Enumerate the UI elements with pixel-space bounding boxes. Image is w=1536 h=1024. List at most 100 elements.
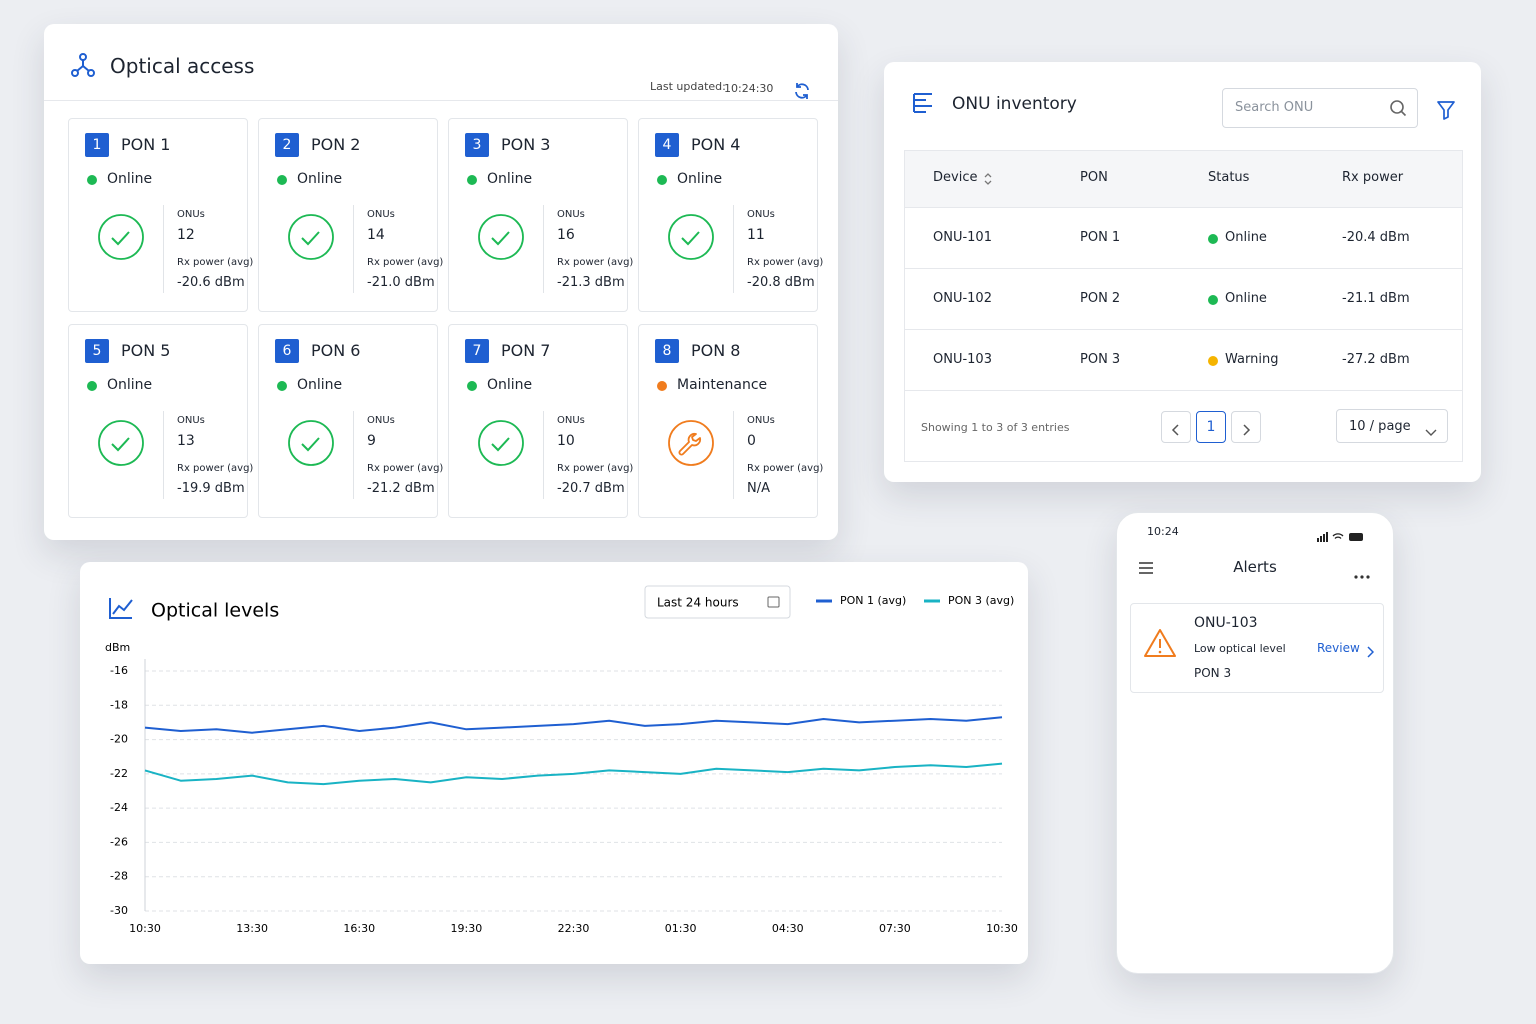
icon-part: [1390, 100, 1407, 117]
onu-inventory-panel: ONU inventory Search ONU Device PON Status Rx…: [884, 62, 1481, 482]
pon-status: Maintenance: [677, 377, 768, 393]
divider: [543, 205, 544, 293]
icon-part: [111, 437, 130, 452]
menu-button[interactable]: [1138, 560, 1154, 574]
icon-part: [1317, 532, 1363, 542]
onus-value: 11: [747, 227, 765, 243]
rx-value: -21.2 dBm: [367, 481, 435, 496]
dropdown-chevron: [1425, 422, 1437, 436]
table: Device PON Status Rx power ONU-101 PON 1 Onlin…: [904, 150, 1463, 462]
device-cell: ONU-101: [933, 230, 992, 245]
status-bar-icons: [1317, 527, 1367, 542]
icon-part: [1437, 101, 1455, 120]
icon-part: [1320, 536, 1322, 542]
pon-cell: PON 2: [1080, 291, 1121, 306]
pon-name: PON 8: [691, 341, 741, 360]
onus-label: ONUs: [747, 415, 775, 426]
prev-page-button[interactable]: [1161, 411, 1191, 443]
pon-status: Online: [487, 171, 533, 187]
onus-label: ONUs: [177, 415, 205, 426]
icon-part: [79, 53, 87, 61]
header-divider: [44, 100, 838, 101]
icon-part: [71, 53, 95, 77]
y-tick-label: -22: [110, 767, 128, 780]
icon-part: [478, 420, 524, 466]
onus-label: ONUs: [367, 209, 395, 220]
pon-number-badge: 6: [275, 339, 299, 363]
rx-value: N/A: [747, 481, 770, 496]
onus-value: 16: [557, 227, 575, 243]
inventory-icon: [912, 92, 936, 114]
current-page-button[interactable]: 1: [1196, 411, 1226, 443]
status-icon: [477, 213, 525, 261]
chevron-left: [1171, 421, 1181, 436]
review-link[interactable]: Review: [1317, 641, 1360, 655]
status-icon: [477, 419, 525, 467]
pon-name: PON 6: [311, 341, 361, 360]
icon-part: [478, 214, 524, 260]
y-tick-label: -16: [110, 664, 128, 677]
icon-part: [796, 83, 808, 99]
last-updated-label: Last updated:: [650, 80, 726, 93]
search-input[interactable]: Search ONU: [1222, 88, 1418, 128]
rx-value: -19.9 dBm: [177, 481, 245, 496]
icon-part: [288, 420, 334, 466]
icon-part: [288, 214, 334, 260]
icon-part: [478, 420, 524, 466]
page-size-select[interactable]: 10 / page: [1336, 409, 1448, 443]
status-icon: [287, 213, 335, 261]
more-button[interactable]: [1354, 564, 1370, 579]
chart-icon: [109, 598, 133, 619]
date-range-picker[interactable]: [644, 585, 791, 619]
icon-part: [87, 69, 95, 77]
screen-title: Alerts: [1233, 558, 1277, 576]
rx-label: Rx power (avg): [367, 257, 444, 268]
icon-part: [678, 432, 702, 456]
filter-button[interactable]: [1436, 100, 1456, 120]
alert-pon: PON 3: [1194, 666, 1232, 680]
alert-device: ONU-103: [1194, 615, 1258, 631]
status-dot: [467, 381, 477, 391]
pon-name: PON 2: [311, 135, 361, 154]
pon-number-badge: 5: [85, 339, 109, 363]
icon-part: [71, 69, 79, 77]
icon-part: [1323, 534, 1325, 542]
status-dot: [87, 381, 97, 391]
column-header: PON: [1080, 170, 1108, 185]
review-chevron[interactable]: [1366, 643, 1375, 658]
icon-part: [1425, 429, 1437, 436]
icon-part: [1139, 562, 1153, 574]
icon-part: [478, 214, 524, 260]
icon-part: [1354, 575, 1370, 579]
status-icon: [287, 419, 335, 467]
next-page-button[interactable]: [1231, 411, 1261, 443]
onus-label: ONUs: [367, 415, 395, 426]
rx-value: -21.3 dBm: [557, 275, 625, 290]
icon-part: [1317, 538, 1319, 542]
optical-access-panel: Optical access Last updated: 10:24:30 1 PON …: [44, 24, 838, 540]
icon-part: [913, 93, 932, 113]
rx-label: Rx power (avg): [177, 257, 254, 268]
refresh-button[interactable]: [793, 82, 811, 100]
alerts-phone: 10:24 Alerts ONU-103 Low optical level PON 3…: [1116, 512, 1394, 974]
rx-label: Rx power (avg): [367, 463, 444, 474]
status-dot: [657, 381, 667, 391]
divider: [733, 411, 734, 499]
status-dot: [657, 175, 667, 185]
icon-part: [1243, 424, 1251, 436]
icon-part: [681, 231, 700, 246]
panel-title: ONU inventory: [952, 94, 1077, 114]
rx-label: Rx power (avg): [747, 257, 824, 268]
status-dot: [467, 175, 477, 185]
x-tick-label: 04:30: [772, 922, 804, 935]
icon-part: [98, 214, 144, 260]
sort-icon[interactable]: [983, 171, 993, 185]
column-header[interactable]: Device: [933, 170, 978, 185]
warning-icon: [1143, 628, 1177, 658]
pon-number-badge: 8: [655, 339, 679, 363]
pon-status: Online: [487, 377, 533, 393]
rx-label: Rx power (avg): [177, 463, 254, 474]
icon-part: [1366, 575, 1370, 579]
status-bar-time: 10:24: [1147, 525, 1179, 538]
